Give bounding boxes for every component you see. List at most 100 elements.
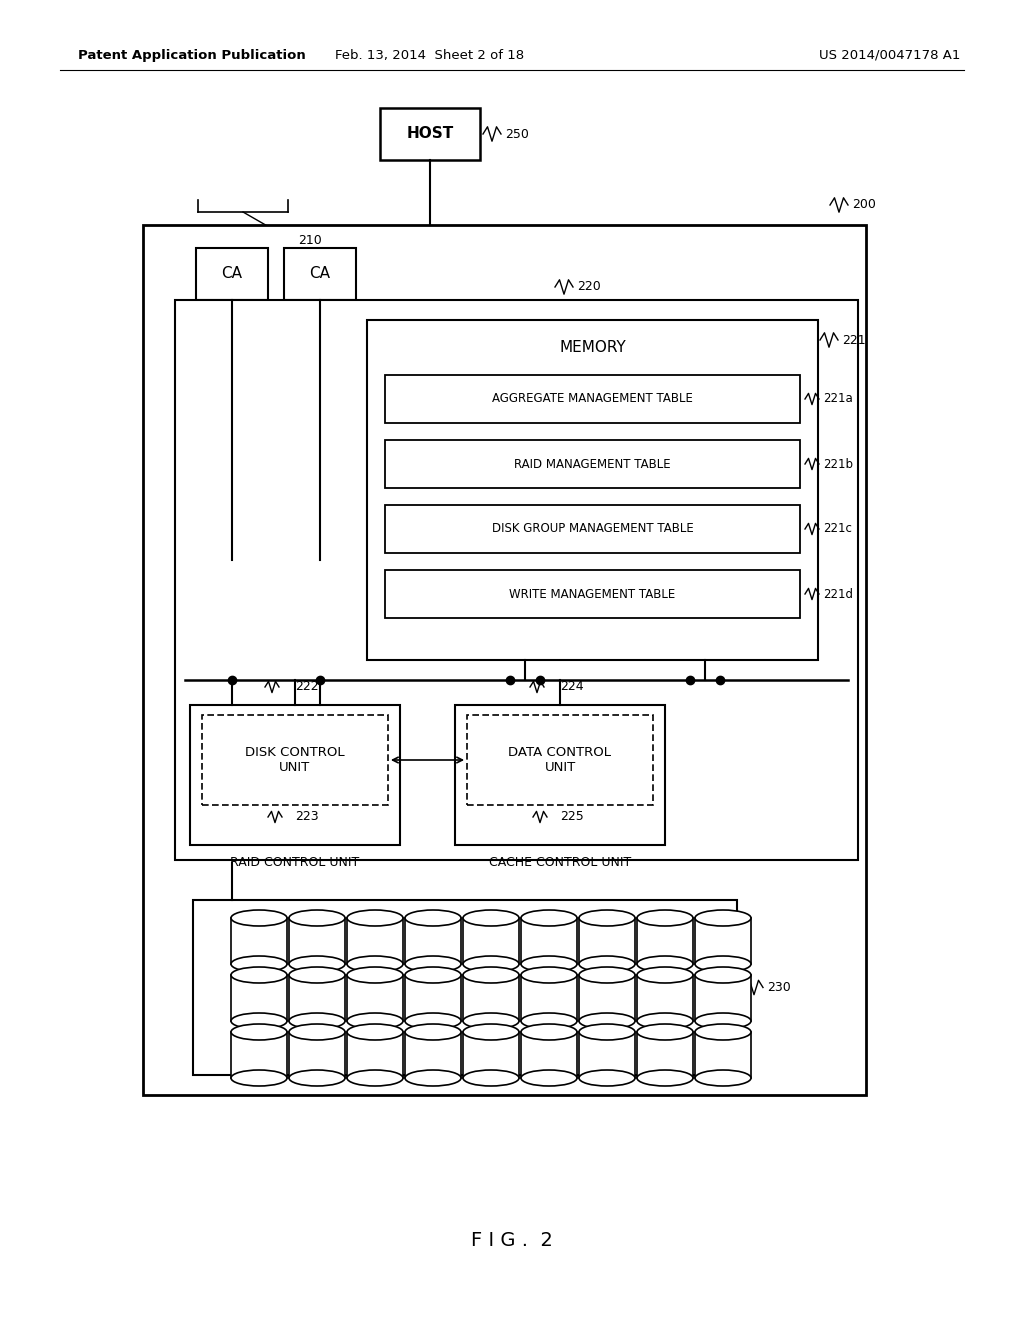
Ellipse shape	[347, 1071, 403, 1086]
Bar	[380, 108, 480, 160]
Ellipse shape	[347, 1024, 403, 1040]
Text: 230: 230	[767, 981, 791, 994]
Ellipse shape	[406, 909, 461, 927]
Bar	[231, 975, 287, 1020]
Ellipse shape	[347, 968, 403, 983]
Ellipse shape	[695, 1012, 751, 1030]
Text: 250: 250	[505, 128, 528, 140]
Bar	[463, 975, 519, 1020]
Text: 221d: 221d	[823, 587, 853, 601]
Ellipse shape	[695, 909, 751, 927]
Ellipse shape	[406, 1071, 461, 1086]
Bar	[347, 975, 403, 1020]
Bar	[406, 917, 461, 964]
Ellipse shape	[637, 909, 693, 927]
Ellipse shape	[231, 1024, 287, 1040]
Bar	[521, 917, 577, 964]
Ellipse shape	[231, 956, 287, 972]
Ellipse shape	[406, 1024, 461, 1040]
Text: RAID MANAGEMENT TABLE: RAID MANAGEMENT TABLE	[514, 458, 671, 470]
Bar	[695, 975, 751, 1020]
Ellipse shape	[637, 1012, 693, 1030]
Ellipse shape	[289, 1024, 345, 1040]
Bar	[637, 1032, 693, 1078]
Text: 221c: 221c	[823, 523, 852, 536]
Text: CACHE CONTROL UNIT: CACHE CONTROL UNIT	[488, 857, 631, 870]
Bar	[193, 900, 737, 1074]
Text: 220: 220	[577, 281, 601, 293]
Text: US 2014/0047178 A1: US 2014/0047178 A1	[818, 49, 961, 62]
Ellipse shape	[521, 909, 577, 927]
Text: 225: 225	[560, 810, 584, 824]
Ellipse shape	[231, 1071, 287, 1086]
Ellipse shape	[579, 909, 635, 927]
Ellipse shape	[231, 909, 287, 927]
Bar	[579, 975, 635, 1020]
Ellipse shape	[695, 956, 751, 972]
Ellipse shape	[521, 956, 577, 972]
Bar	[289, 1032, 345, 1078]
Bar	[231, 1032, 287, 1078]
Ellipse shape	[289, 1071, 345, 1086]
Ellipse shape	[463, 956, 519, 972]
Bar	[385, 506, 800, 553]
Text: Feb. 13, 2014  Sheet 2 of 18: Feb. 13, 2014 Sheet 2 of 18	[336, 49, 524, 62]
Ellipse shape	[463, 1071, 519, 1086]
Bar	[385, 570, 800, 618]
Ellipse shape	[463, 1024, 519, 1040]
Ellipse shape	[579, 968, 635, 983]
Text: 221: 221	[842, 334, 865, 346]
Text: F I G .  2: F I G . 2	[471, 1230, 553, 1250]
Ellipse shape	[521, 1071, 577, 1086]
Text: DISK GROUP MANAGEMENT TABLE: DISK GROUP MANAGEMENT TABLE	[492, 523, 693, 536]
Text: CA: CA	[221, 267, 243, 281]
Ellipse shape	[521, 1012, 577, 1030]
Bar	[385, 440, 800, 488]
Ellipse shape	[695, 1024, 751, 1040]
Ellipse shape	[289, 1012, 345, 1030]
Ellipse shape	[637, 1071, 693, 1086]
Bar	[190, 705, 400, 845]
Ellipse shape	[289, 909, 345, 927]
Ellipse shape	[406, 956, 461, 972]
Text: 224: 224	[560, 681, 584, 693]
Bar	[467, 715, 653, 805]
Ellipse shape	[463, 909, 519, 927]
Bar	[367, 319, 818, 660]
Bar	[196, 248, 268, 300]
Bar	[143, 224, 866, 1096]
Ellipse shape	[231, 968, 287, 983]
Ellipse shape	[347, 909, 403, 927]
Text: DATA CONTROL
UNIT: DATA CONTROL UNIT	[509, 746, 611, 774]
Ellipse shape	[406, 968, 461, 983]
Text: 221b: 221b	[823, 458, 853, 470]
Text: DISK CONTROL
UNIT: DISK CONTROL UNIT	[245, 746, 345, 774]
Ellipse shape	[521, 968, 577, 983]
Text: HOST: HOST	[407, 127, 454, 141]
Ellipse shape	[406, 1012, 461, 1030]
Bar	[455, 705, 665, 845]
Bar	[406, 975, 461, 1020]
Bar	[347, 917, 403, 964]
Text: 223: 223	[295, 810, 318, 824]
Ellipse shape	[637, 968, 693, 983]
Bar	[637, 975, 693, 1020]
Ellipse shape	[347, 956, 403, 972]
Bar	[521, 975, 577, 1020]
Ellipse shape	[637, 1024, 693, 1040]
Bar	[202, 715, 388, 805]
Bar	[231, 917, 287, 964]
Text: 210: 210	[298, 234, 322, 247]
Text: RAID CONTROL UNIT: RAID CONTROL UNIT	[230, 857, 359, 870]
Ellipse shape	[347, 1012, 403, 1030]
Text: 221a: 221a	[823, 392, 853, 405]
Ellipse shape	[637, 956, 693, 972]
Bar	[579, 917, 635, 964]
Text: AGGREGATE MANAGEMENT TABLE: AGGREGATE MANAGEMENT TABLE	[493, 392, 693, 405]
Ellipse shape	[695, 968, 751, 983]
Text: 200: 200	[852, 198, 876, 211]
Bar	[463, 917, 519, 964]
Ellipse shape	[289, 956, 345, 972]
Bar	[695, 1032, 751, 1078]
Bar	[385, 375, 800, 422]
